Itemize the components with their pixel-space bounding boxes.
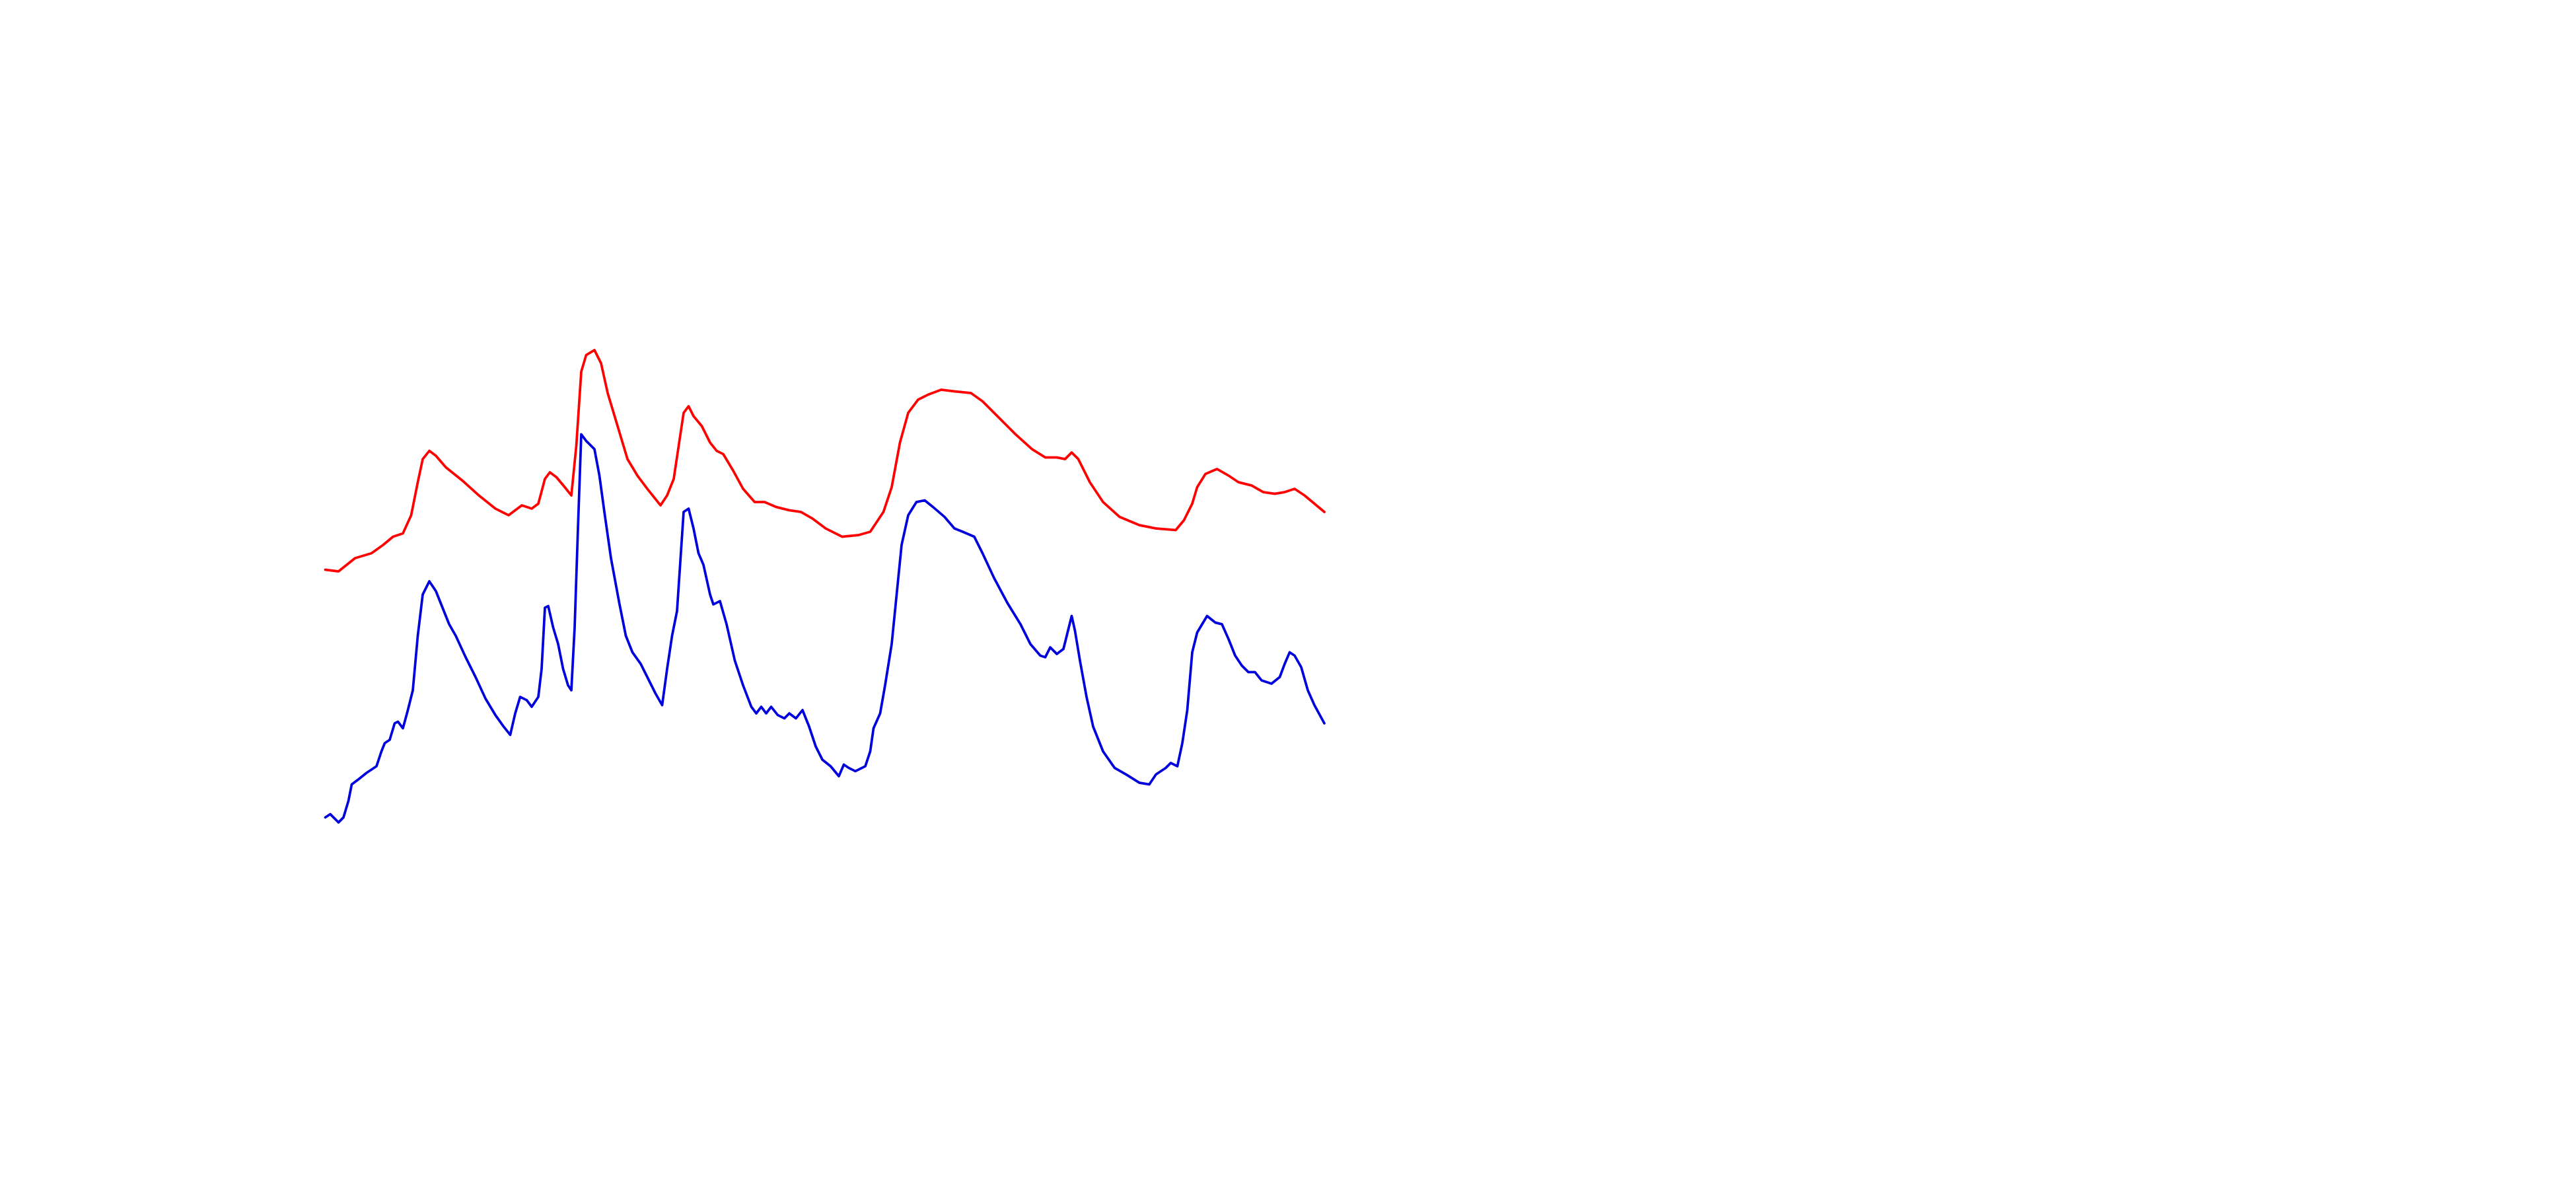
line-series — [324, 349, 1326, 573]
line-series — [324, 433, 1326, 824]
